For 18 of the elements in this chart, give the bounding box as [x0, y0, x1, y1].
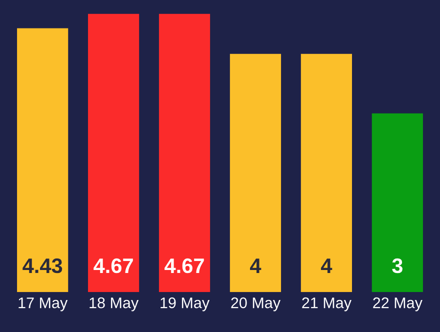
- x-tick-label: 19 May: [160, 297, 210, 312]
- x-tick-label: 22 May: [373, 297, 422, 312]
- bar: [300, 54, 352, 292]
- data-label: 4: [250, 258, 262, 273]
- bar: [88, 14, 140, 292]
- x-tick-label: 20 May: [231, 297, 281, 312]
- bar: [372, 113, 423, 292]
- data-label: 4: [320, 258, 332, 273]
- bar: [158, 14, 210, 292]
- x-tick-label: 21 May: [302, 297, 352, 312]
- x-tick-label: 18 May: [90, 297, 139, 312]
- data-label: 4.43: [22, 258, 62, 274]
- bar: [17, 28, 68, 292]
- x-tick-label: 17 May: [18, 298, 68, 312]
- data-label: 4.67: [94, 258, 133, 274]
- bar: [230, 54, 282, 292]
- data-label: 3: [392, 258, 402, 274]
- data-label: 4.67: [164, 258, 204, 274]
